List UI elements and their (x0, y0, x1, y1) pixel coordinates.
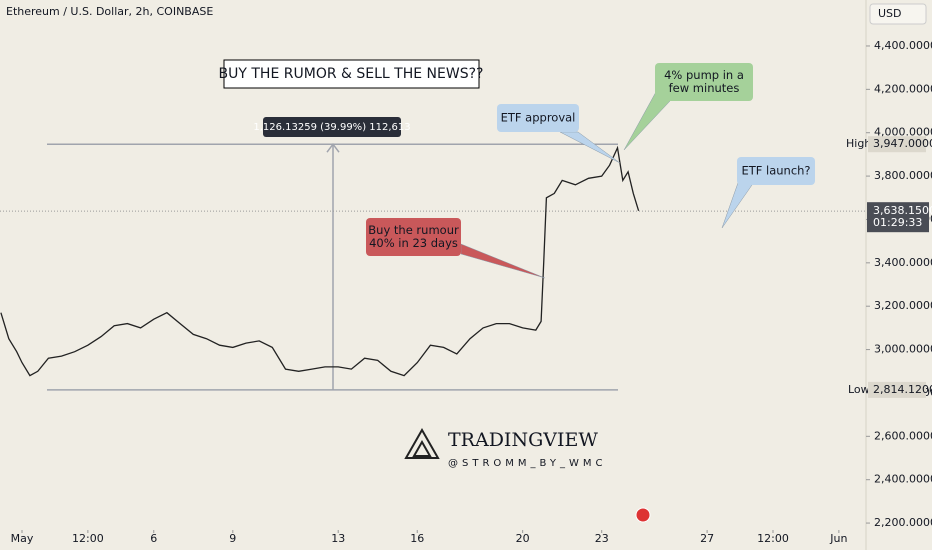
y-tick-label: 4,400.00000 (874, 39, 932, 52)
x-tick-label: May (11, 532, 34, 545)
callout-text: 4% pump in a (664, 68, 744, 82)
x-tick-label: 13 (331, 532, 345, 545)
watermark-logo (404, 427, 440, 459)
high-name: High (846, 137, 871, 150)
x-tick-label: Jun (829, 532, 847, 545)
y-tick-label: 2,200.00000 (874, 516, 932, 529)
x-tick-label: 12:00 (72, 532, 104, 545)
callout-box (655, 63, 753, 101)
y-tick-label: 4,000.00000 (874, 126, 932, 139)
currency-button[interactable] (869, 3, 927, 25)
x-tick-label: 23 (595, 532, 609, 545)
low-badge (868, 381, 926, 398)
callout-text: ETF launch? (741, 164, 810, 178)
low-label: 2,814.12000 (873, 383, 932, 396)
x-tick-label: 6 (150, 532, 157, 545)
chart-title: Ethereum / U.S. Dollar, 2h, COINBASE (6, 5, 213, 18)
x-tick-label: 9 (229, 532, 236, 545)
last-price-badge (867, 202, 929, 233)
callout-text: few minutes (669, 81, 740, 95)
x-tick-label: 12:00 (757, 532, 789, 545)
event-flag[interactable] (635, 507, 651, 523)
price-line (0, 145, 640, 377)
last-price-label: 3,638.15000 (873, 204, 932, 217)
y-tick-label: 2,400.00000 (874, 473, 932, 486)
y-tick-label: 3,400.00000 (874, 256, 932, 269)
countdown: 01:29:33 (873, 216, 922, 229)
y-tick-label: 2,600.00000 (874, 429, 932, 442)
headline: BUY THE RUMOR & SELL THE NEWS?? (219, 66, 484, 82)
y-tick-label: 3,000.00000 (874, 343, 932, 356)
x-tick-label: 20 (516, 532, 530, 545)
callout-text: 40% in 23 days (369, 236, 458, 250)
headline-box (223, 59, 480, 89)
low-name: Low (848, 383, 870, 396)
callout-box (497, 104, 579, 132)
y-tick-label: 3,200.00000 (874, 299, 932, 312)
callout-box (366, 218, 461, 256)
x-tick-label: 27 (700, 532, 714, 545)
callout-text: Buy the rumour (368, 223, 459, 237)
author: @STROMM_BY_WMC (448, 458, 606, 469)
callout-box (737, 157, 815, 185)
high-label: 3,947.00000 (873, 137, 932, 150)
high-badge (868, 136, 926, 153)
measure-box (263, 117, 401, 137)
measure-arrowhead (326, 142, 340, 153)
y-tick-label: 4,200.00000 (874, 82, 932, 95)
currency: USD (878, 7, 902, 20)
y-tick-label: 3,800.00000 (874, 169, 932, 182)
measure-label: 1,126.13259 (39.99%) 112,613 (253, 122, 410, 133)
x-tick-label: 16 (410, 532, 424, 545)
callout-text: ETF approval (501, 111, 576, 125)
watermark: TRADINGVIEW (448, 429, 598, 451)
